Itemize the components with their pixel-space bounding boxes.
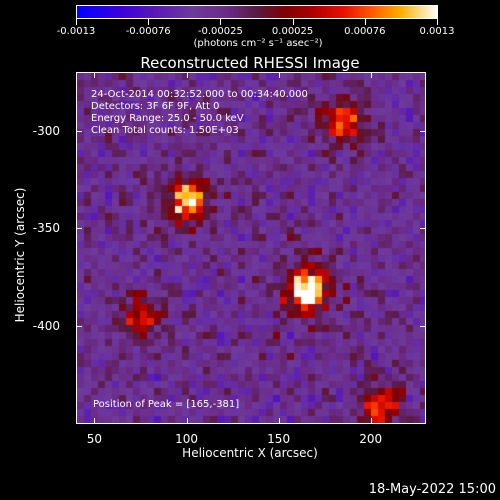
y-tick-label: -350 xyxy=(32,221,60,236)
y-axis-label: Heliocentric Y (arcsec) xyxy=(13,187,27,323)
x-tick-mark xyxy=(186,418,188,424)
plot-timestamp: 18-May-2022 15:00 xyxy=(368,482,496,497)
x-tick-label: 100 xyxy=(175,432,198,446)
y-tick-mark xyxy=(76,228,82,230)
colorbar xyxy=(76,5,438,19)
colorbar-tick-mark xyxy=(437,19,438,25)
y-tick-label: -400 xyxy=(32,319,60,334)
colorbar-tick-label: -0.00076 xyxy=(125,26,171,37)
colorbar-tick-label: -0.0013 xyxy=(56,26,96,37)
y-tick-mark xyxy=(76,130,82,132)
heatmap-image xyxy=(77,73,425,423)
colorbar-tick-mark xyxy=(220,19,222,25)
x-tick-mark xyxy=(278,72,280,78)
y-tick-mark xyxy=(420,228,426,230)
x-tick-mark xyxy=(94,72,96,78)
y-tick-label: -300 xyxy=(32,123,60,138)
y-tick-mark xyxy=(420,326,426,328)
colorbar-tick-label: 0.00025 xyxy=(271,26,314,37)
colorbar-tick-label: 0.0013 xyxy=(419,26,455,37)
x-tick-label: 150 xyxy=(267,432,291,446)
y-tick-mark xyxy=(76,326,82,328)
x-axis-label: Heliocentric X (arcsec) xyxy=(182,446,318,460)
x-tick-mark xyxy=(278,418,280,424)
colorbar-tick-mark xyxy=(148,19,150,25)
x-tick-label: 200 xyxy=(359,432,383,446)
peak-position-label: Position of Peak = [165,-381] xyxy=(93,399,240,410)
x-tick-mark xyxy=(186,72,188,78)
colorbar-tick-mark xyxy=(292,19,294,25)
x-tick-mark xyxy=(370,72,372,78)
chart-title: Reconstructed RHESSI Image xyxy=(140,54,360,72)
annotation-counts: Clean Total counts: 1.50E+03 xyxy=(91,125,239,136)
colorbar-tick-label: 0.00076 xyxy=(344,26,386,37)
annotation-detectors: Detectors: 3F 6F 9F, Att 0 xyxy=(91,101,220,112)
annotation-energy: Energy Range: 25.0 - 50.0 keV xyxy=(91,113,244,124)
x-tick-mark xyxy=(370,418,372,424)
x-tick-label: 50 xyxy=(86,432,103,446)
colorbar-tick-mark xyxy=(76,19,77,25)
heatmap-plot: 24-Oct-2014 00:32:52.000 to 00:34:40.000… xyxy=(76,72,426,424)
x-tick-mark xyxy=(94,418,96,424)
colorbar-tick-mark xyxy=(364,19,366,25)
annotation-time: 24-Oct-2014 00:32:52.000 to 00:34:40.000 xyxy=(91,89,308,100)
colorbar-tick-label: -0.00025 xyxy=(197,26,243,37)
y-tick-mark xyxy=(420,130,426,132)
colorbar-units: (photons cm⁻² s⁻¹ asec⁻²) xyxy=(193,38,323,49)
